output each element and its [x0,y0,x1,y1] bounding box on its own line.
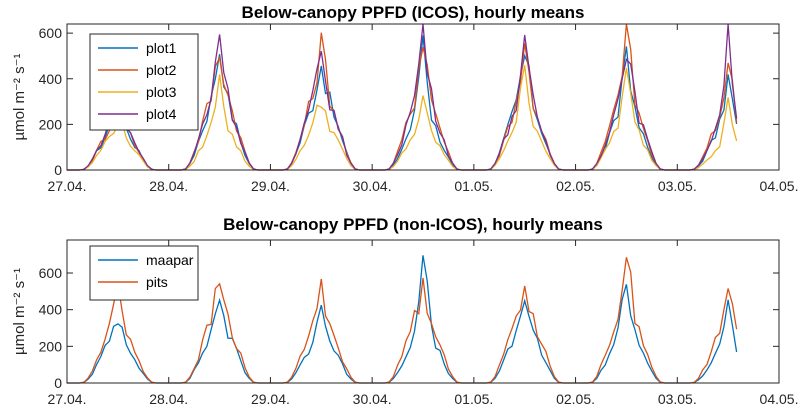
legend-label-pits: pits [146,274,168,290]
legend-label-plot1: plot1 [146,40,177,56]
y-tick-label: 0 [54,375,62,391]
x-tick-label: 03.05. [658,391,697,407]
x-tick-label: 01.05. [454,178,493,194]
chart-panel-icos: Below-canopy PPFD (ICOS), hourly means02… [11,3,798,194]
y-tick-label: 600 [39,265,63,281]
x-tick-label: 02.05. [556,391,595,407]
x-tick-label: 27.04. [48,391,87,407]
x-tick-label: 02.05. [556,178,595,194]
x-tick-label: 03.05. [658,178,697,194]
x-tick-label: 04.05. [760,178,799,194]
x-tick-label: 01.05. [454,391,493,407]
y-axis-label: µmol m⁻² s⁻¹ [11,54,28,141]
chart-title: Below-canopy PPFD (ICOS), hourly means [242,3,585,22]
x-tick-label: 29.04. [251,178,290,194]
plot-area-frame [66,23,780,171]
x-tick-label: 28.04. [149,391,188,407]
legend: maapar pits [89,245,199,301]
x-tick-label: 27.04. [48,178,87,194]
plot-area-frame [66,239,780,384]
y-tick-label: 600 [39,25,63,41]
x-tick-label: 30.04. [353,178,392,194]
legend: plot1 plot2 plot3 plot4 [89,33,199,131]
x-tick-label: 28.04. [149,178,188,194]
legend-label-plot3: plot3 [146,84,177,100]
chart-title: Below-canopy PPFD (non-ICOS), hourly mea… [223,215,603,234]
y-tick-label: 400 [39,302,63,318]
legend-label-plot4: plot4 [146,106,177,122]
chart-panel-non-icos: Below-canopy PPFD (non-ICOS), hourly mea… [11,215,798,407]
legend-label-maapar: maapar [146,252,194,268]
legend-label-plot2: plot2 [146,62,177,78]
x-tick-label: 30.04. [353,391,392,407]
x-tick-label: 04.05. [760,391,799,407]
legend-frame [89,245,199,301]
y-tick-label: 0 [54,162,62,178]
y-axis-label: µmol m⁻² s⁻¹ [11,268,28,355]
y-tick-label: 200 [39,338,63,354]
y-tick-label: 400 [39,71,63,87]
x-tick-label: 29.04. [251,391,290,407]
y-tick-label: 200 [39,116,63,132]
